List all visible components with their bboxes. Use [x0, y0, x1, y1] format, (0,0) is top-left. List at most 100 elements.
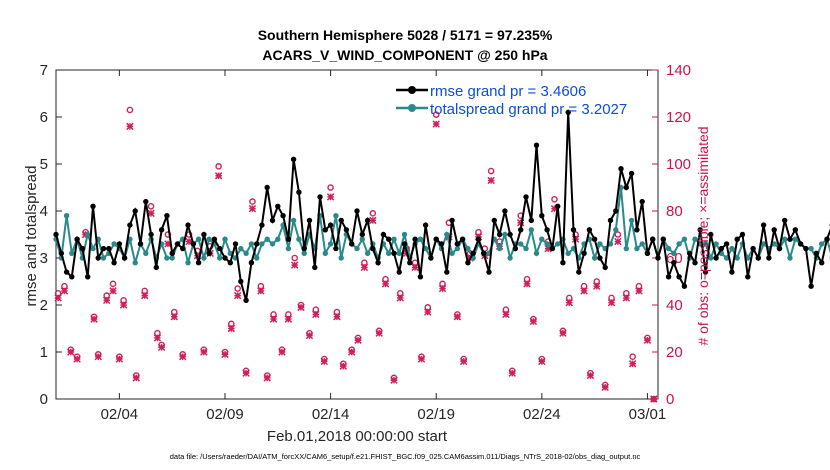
rmse-point [386, 236, 392, 242]
spread-point [100, 255, 107, 261]
obs-assimilated-marker [109, 287, 117, 295]
y-left-tick-label: 0 [40, 391, 48, 408]
rmse-point [792, 227, 798, 233]
spread-point [507, 255, 513, 261]
spread-point [364, 250, 371, 256]
rmse-point [533, 142, 540, 148]
rmse-point [127, 222, 133, 228]
rmse-point [681, 283, 688, 289]
spread-point [359, 236, 365, 242]
spread-point [417, 236, 424, 242]
rmse-point [713, 255, 719, 261]
obs-assimilated-marker [278, 348, 286, 356]
obs-assimilated-marker [170, 313, 179, 321]
obs-possible-marker [369, 210, 377, 217]
rmse-point [401, 241, 408, 247]
obs-assimilated-marker [102, 296, 111, 305]
spread-point [164, 255, 170, 261]
obs-assimilated-marker [290, 261, 299, 269]
spread-point [681, 236, 688, 242]
rmse-point [185, 222, 191, 228]
spread-point [671, 250, 677, 256]
rmse-point [370, 245, 376, 252]
obs-assimilated-marker [179, 352, 187, 361]
x-tick-label: 02/09 [206, 406, 244, 423]
y-left-tick-label: 5 [40, 156, 48, 173]
rmse-point [301, 245, 307, 252]
rmse-point [449, 217, 455, 224]
spread-point [702, 241, 709, 247]
spread-point [85, 231, 91, 238]
obs-assimilated-marker [381, 280, 390, 288]
spread-point [322, 250, 328, 256]
y-right-axis-label: # of obs: o=possible; ×=assimilated [695, 126, 711, 345]
rmse-point [782, 217, 788, 224]
spread-point [285, 245, 292, 252]
y-right-tick-label: 0 [666, 391, 674, 408]
spread-point [518, 241, 524, 247]
obs-assimilated-marker [94, 352, 102, 361]
rmse-point [771, 227, 777, 233]
spread-point [555, 241, 561, 247]
obs-assimilated-marker [360, 263, 369, 272]
y-right-tick-label: 60 [666, 250, 683, 267]
spread-point [454, 245, 460, 252]
obs-possible-marker [291, 254, 298, 262]
chart-title-line1: Southern Hemisphere 5028 / 5171 = 97.235… [258, 27, 553, 43]
rmse-point [687, 250, 693, 256]
rmse-point [211, 236, 218, 242]
y-right-tick-label: 40 [666, 297, 683, 314]
obs-assimilated-marker [354, 336, 362, 344]
obs-assimilated-marker [538, 357, 546, 366]
obs-possible-marker [109, 280, 117, 288]
obs-assimilated-marker [284, 315, 293, 323]
spread-point [206, 236, 212, 242]
spread-point [132, 260, 138, 266]
rmse-point [158, 227, 165, 233]
rmse-point [169, 250, 175, 256]
rmse-point [739, 231, 746, 238]
rmse-point [544, 227, 550, 233]
rmse-point [69, 274, 75, 280]
rmse-point [290, 156, 297, 162]
obs-possible-marker [147, 202, 155, 210]
obs-assimilated-marker [523, 280, 531, 288]
spread-point [69, 250, 75, 256]
obs-assimilated-marker [453, 313, 462, 321]
rmse-point [312, 264, 318, 271]
spread-point [819, 241, 825, 247]
spread-point [496, 245, 503, 252]
rmse-line [55, 112, 830, 301]
obs-assimilated-marker [565, 298, 574, 307]
spread-point [523, 245, 529, 252]
rmse-point [766, 255, 772, 261]
spread-point [591, 255, 598, 261]
rmse-point [248, 260, 255, 266]
rmse-point [195, 260, 202, 266]
obs-assimilated-marker [157, 343, 166, 352]
rmse-point [708, 231, 714, 238]
spread-point [396, 250, 402, 256]
obs-assimilated-marker [67, 348, 75, 356]
spread-point [734, 255, 740, 261]
rmse-point [539, 213, 545, 219]
obs-assimilated-marker [508, 369, 516, 377]
legend-rmse-label: rmse grand pr = 3.4606 [430, 83, 586, 100]
obs-possible-marker [487, 167, 495, 175]
rmse-point [549, 245, 556, 252]
spread-point [708, 255, 714, 261]
obs-assimilated-marker [326, 193, 335, 201]
obs-assimilated-marker [200, 348, 208, 356]
y-right-tick-label: 140 [666, 62, 691, 79]
rmse-point [819, 260, 825, 266]
rmse-point [338, 217, 344, 224]
obs-assimilated-marker [601, 383, 609, 391]
obs-assimilated-marker [607, 298, 616, 307]
obs-assimilated-marker [126, 122, 134, 131]
obs-assimilated-marker [153, 334, 162, 342]
obs-assimilated-marker [132, 374, 140, 382]
obs-assimilated-marker [269, 315, 278, 323]
rmse-point [206, 250, 212, 256]
x-tick-label: 02/24 [523, 406, 561, 423]
